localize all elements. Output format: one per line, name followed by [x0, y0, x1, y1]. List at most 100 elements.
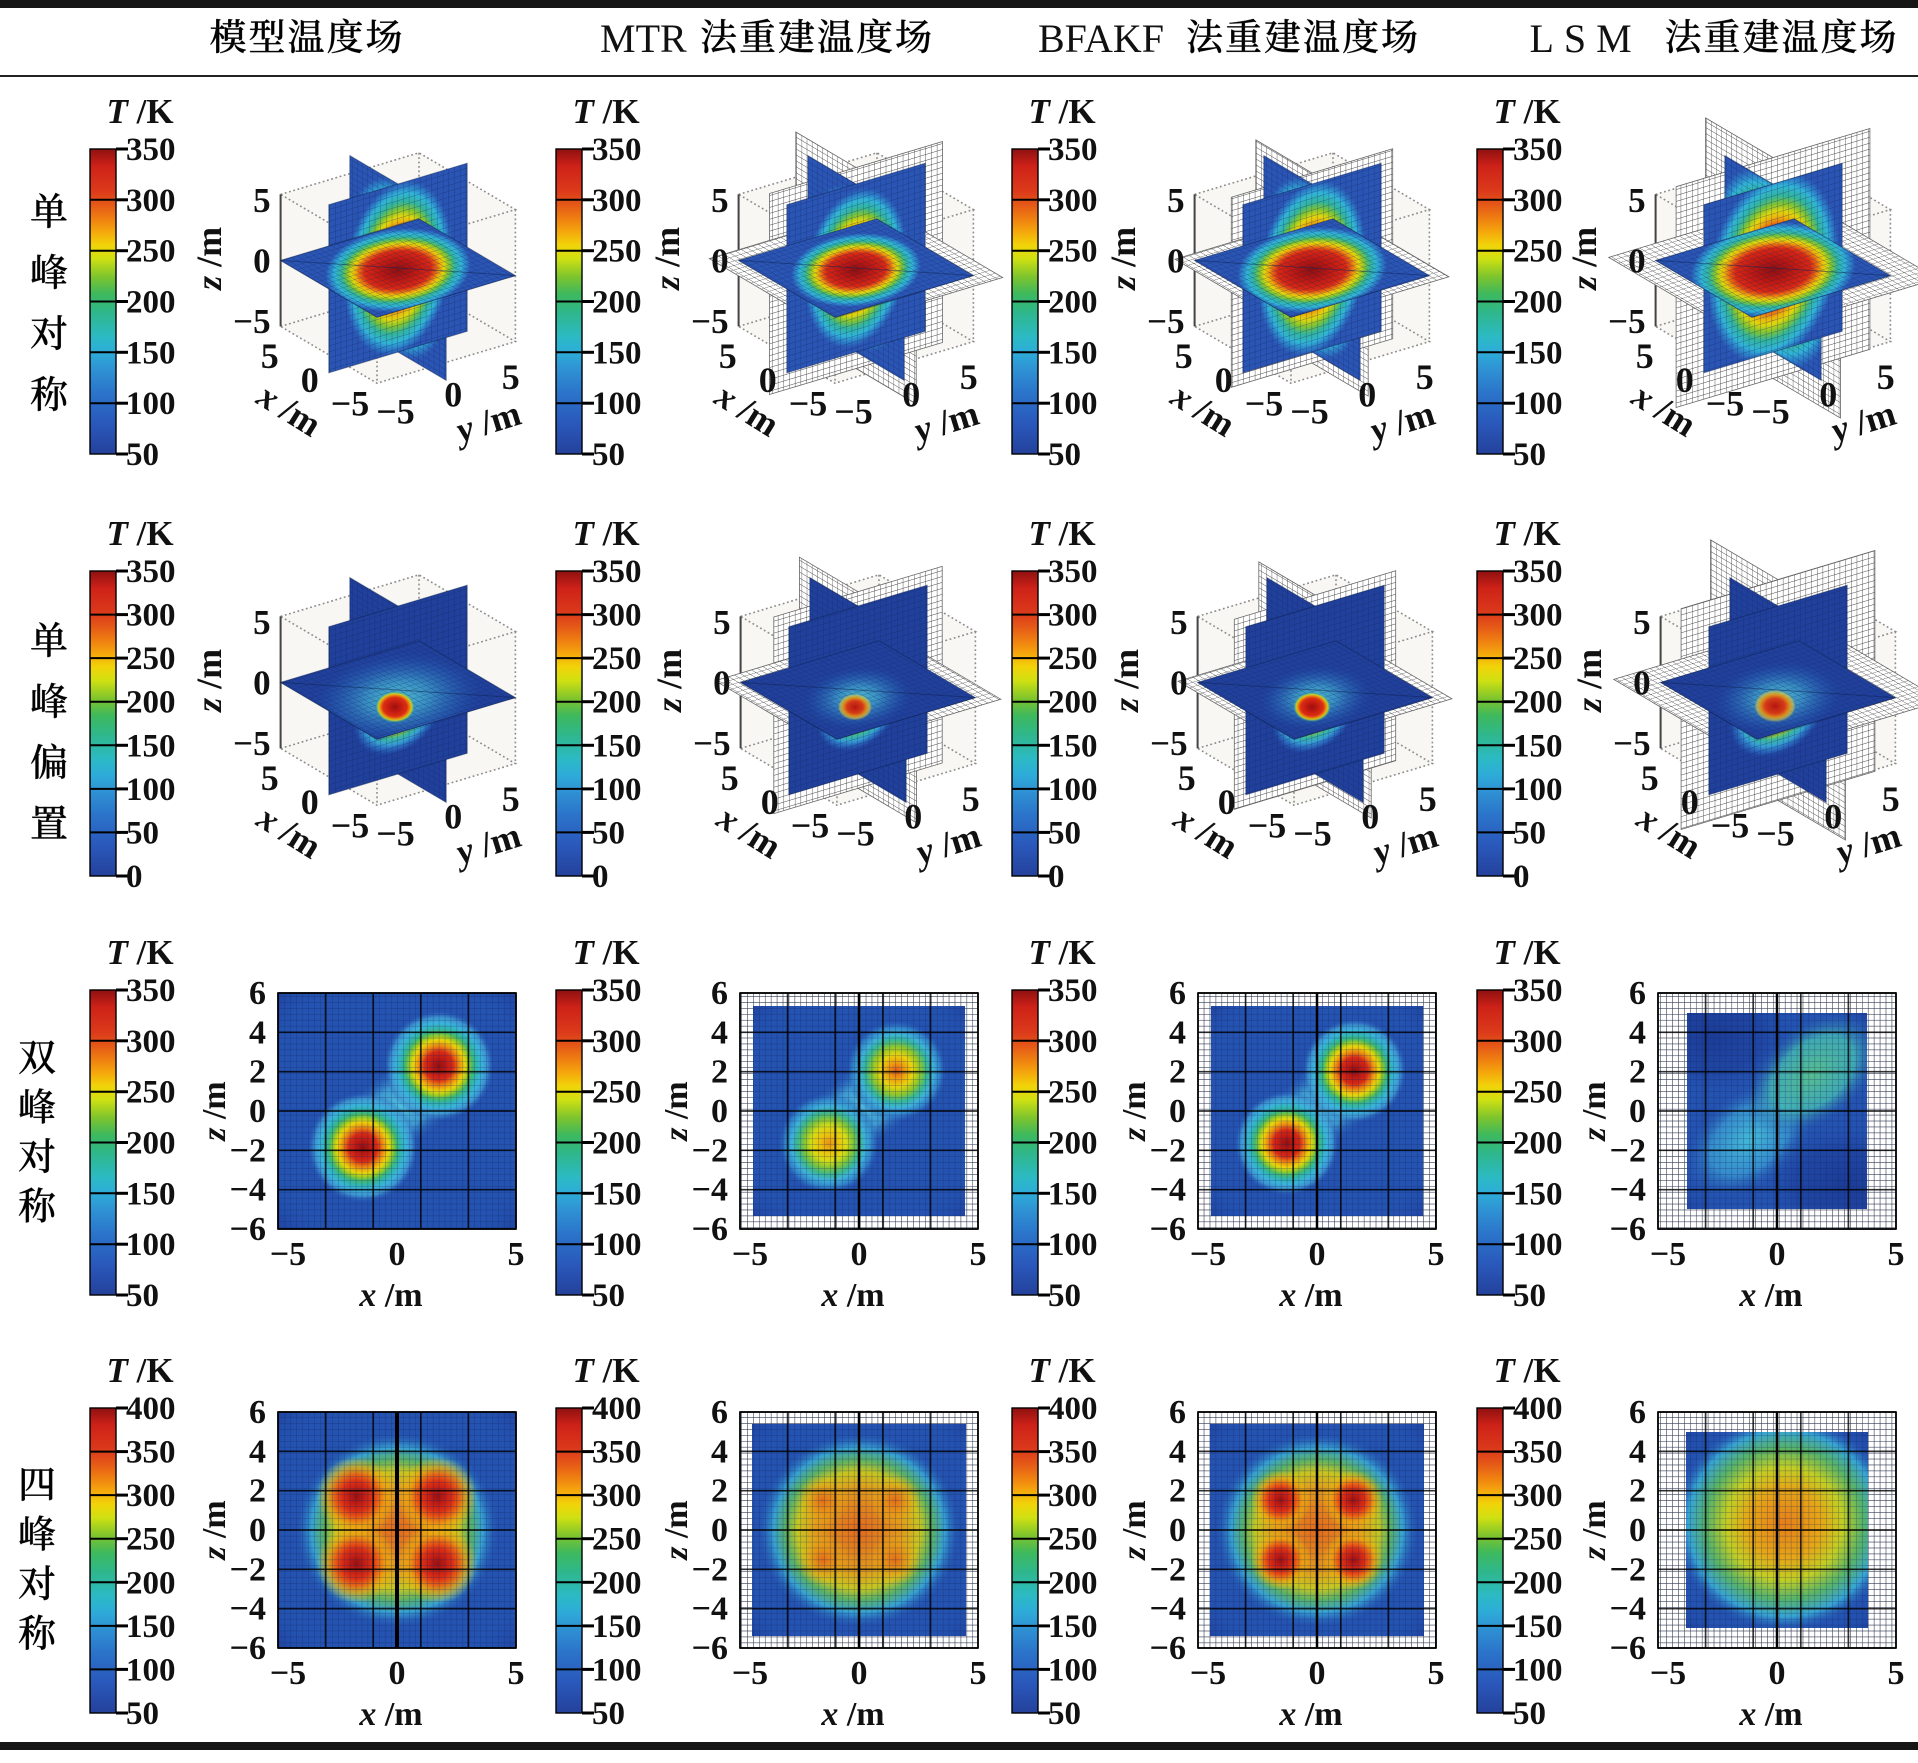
svg-text:5: 5 — [1633, 603, 1651, 642]
svg-text:0: 0 — [1513, 859, 1530, 895]
svg-text:0: 0 — [389, 1236, 406, 1273]
svg-text:350: 350 — [1048, 554, 1098, 590]
svg-text:0: 0 — [1628, 241, 1646, 280]
svg-text:100: 100 — [592, 386, 642, 422]
svg-text:200: 200 — [592, 1565, 642, 1601]
svg-text:2: 2 — [1169, 1054, 1186, 1091]
svg-text:0: 0 — [711, 1512, 728, 1549]
svg-text:T /K: T /K — [1493, 1351, 1560, 1390]
svg-text:x /m: x /m — [358, 1696, 422, 1733]
svg-text:6: 6 — [249, 975, 266, 1012]
svg-text:6: 6 — [1169, 975, 1186, 1012]
svg-text:z /m: z /m — [189, 649, 229, 714]
svg-text:−6: −6 — [692, 1211, 728, 1248]
svg-text:100: 100 — [1048, 1227, 1098, 1263]
svg-text:4: 4 — [1169, 1433, 1186, 1470]
svg-text:0: 0 — [126, 859, 143, 895]
svg-text:200: 200 — [126, 1565, 176, 1601]
svg-text:350: 350 — [1513, 554, 1563, 590]
svg-text:z /m: z /m — [1564, 227, 1604, 292]
svg-text:100: 100 — [126, 772, 176, 808]
svg-text:6: 6 — [249, 1394, 266, 1431]
svg-text:−2: −2 — [1150, 1551, 1186, 1588]
svg-text:T /K: T /K — [106, 92, 173, 131]
svg-text:50: 50 — [126, 815, 159, 851]
svg-text:250: 250 — [1513, 641, 1563, 677]
svg-text:50: 50 — [1048, 1696, 1081, 1732]
svg-text:50: 50 — [1048, 815, 1081, 851]
svg-text:5: 5 — [502, 357, 520, 397]
svg-text:150: 150 — [1513, 335, 1563, 371]
svg-text:0: 0 — [1769, 1236, 1786, 1273]
svg-text:5: 5 — [1636, 336, 1654, 376]
svg-text:0: 0 — [761, 782, 779, 822]
svg-text:−5: −5 — [1290, 392, 1329, 432]
svg-text:100: 100 — [592, 1652, 642, 1688]
svg-text:−5: −5 — [732, 1236, 768, 1273]
svg-text:150: 150 — [1048, 728, 1098, 764]
svg-text:250: 250 — [1513, 1075, 1563, 1111]
svg-text:100: 100 — [126, 1652, 176, 1688]
svg-text:−2: −2 — [692, 1132, 728, 1169]
svg-text:T /K: T /K — [1493, 514, 1560, 553]
svg-text:0: 0 — [253, 241, 271, 280]
svg-text:0: 0 — [1681, 782, 1699, 822]
svg-text:0: 0 — [1169, 1093, 1186, 1130]
svg-text:200: 200 — [1048, 285, 1098, 321]
svg-text:5: 5 — [960, 357, 978, 397]
svg-text:x /m: x /m — [1278, 1696, 1342, 1733]
svg-text:−6: −6 — [230, 1630, 266, 1667]
svg-text:−5: −5 — [233, 724, 270, 763]
svg-text:200: 200 — [1513, 1126, 1563, 1162]
svg-text:0: 0 — [713, 663, 731, 702]
svg-text:150: 150 — [1513, 1609, 1563, 1645]
svg-text:50: 50 — [1513, 815, 1546, 851]
svg-text:T /K: T /K — [572, 933, 639, 972]
svg-text:0: 0 — [759, 360, 777, 400]
svg-text:300: 300 — [1048, 183, 1098, 219]
svg-text:5: 5 — [508, 1236, 525, 1273]
svg-text:x /m: x /m — [358, 1277, 422, 1314]
svg-text:0: 0 — [904, 796, 922, 836]
svg-text:4: 4 — [249, 1433, 266, 1470]
svg-text:150: 150 — [1513, 1176, 1563, 1212]
svg-text:−5: −5 — [789, 384, 828, 424]
svg-text:200: 200 — [1513, 1565, 1563, 1601]
svg-text:0: 0 — [592, 859, 609, 895]
svg-text:−4: −4 — [1150, 1591, 1186, 1628]
svg-text:50: 50 — [592, 437, 625, 473]
svg-text:T /K: T /K — [1028, 1351, 1095, 1390]
svg-text:−5: −5 — [732, 1655, 768, 1692]
svg-text:z /m: z /m — [1576, 1081, 1613, 1142]
svg-text:350: 350 — [1513, 132, 1563, 168]
svg-text:0: 0 — [1218, 782, 1236, 822]
svg-text:300: 300 — [126, 598, 176, 634]
svg-text:100: 100 — [126, 1227, 176, 1263]
svg-text:T /K: T /K — [106, 1351, 173, 1390]
svg-text:5: 5 — [261, 336, 279, 376]
svg-text:250: 250 — [1048, 234, 1098, 270]
svg-text:300: 300 — [1513, 1478, 1563, 1514]
svg-text:300: 300 — [592, 598, 642, 634]
svg-text:5: 5 — [1419, 779, 1437, 819]
svg-text:5: 5 — [1170, 603, 1188, 642]
svg-text:250: 250 — [1048, 1522, 1098, 1558]
svg-text:300: 300 — [126, 183, 176, 219]
svg-text:−4: −4 — [1610, 1172, 1646, 1209]
svg-text:−5: −5 — [1248, 806, 1287, 846]
svg-text:5: 5 — [1428, 1236, 1445, 1273]
svg-text:200: 200 — [126, 685, 176, 721]
svg-text:−5: −5 — [331, 384, 370, 424]
svg-text:z /m: z /m — [658, 1500, 695, 1561]
svg-text:z /m: z /m — [196, 1081, 233, 1142]
svg-text:5: 5 — [1877, 357, 1895, 397]
svg-text:350: 350 — [126, 132, 176, 168]
svg-text:0: 0 — [1309, 1236, 1326, 1273]
svg-text:−6: −6 — [1150, 1630, 1186, 1667]
svg-text:T /K: T /K — [106, 514, 173, 553]
svg-text:350: 350 — [1513, 1435, 1563, 1471]
svg-text:5: 5 — [1641, 758, 1659, 798]
svg-text:−4: −4 — [1610, 1591, 1646, 1628]
svg-text:100: 100 — [1513, 1227, 1563, 1263]
svg-text:−5: −5 — [1190, 1655, 1226, 1692]
